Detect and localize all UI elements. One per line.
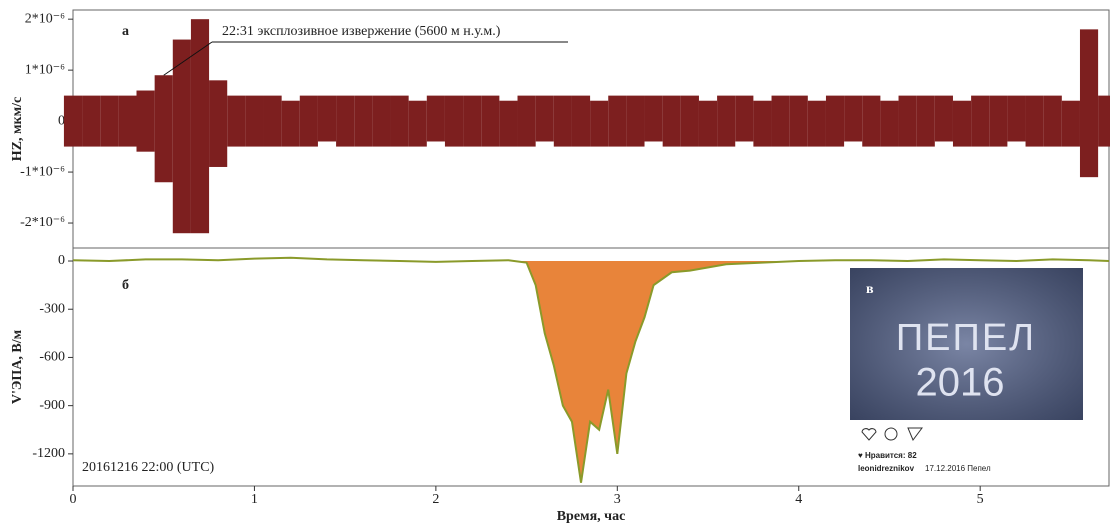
photo-text: ПЕПЕЛ — [896, 317, 1036, 359]
comment-icon — [884, 427, 898, 441]
signal-envelope — [426, 95, 445, 142]
inset-footer — [850, 420, 1083, 480]
user: leonidreznikov — [858, 464, 915, 473]
signal-envelope — [517, 95, 536, 147]
signal-envelope — [608, 95, 627, 147]
signal-envelope — [463, 95, 482, 147]
signal-envelope — [63, 95, 83, 147]
signal-envelope — [662, 95, 681, 147]
x-tick-label: 5 — [977, 492, 984, 507]
y-tick-label: 0 — [58, 253, 65, 268]
signal-envelope — [916, 95, 935, 147]
signal-envelope — [299, 95, 318, 147]
y-tick-label: -600 — [39, 350, 65, 365]
signal-envelope — [535, 95, 554, 142]
dip-fill — [73, 261, 1109, 483]
y-axis-label: V'ЭПА, В/м — [10, 329, 25, 404]
share-icon — [907, 427, 923, 441]
signal-envelope — [1061, 100, 1080, 147]
y-tick-label: -300 — [39, 301, 65, 316]
signal-envelope — [1098, 95, 1110, 147]
inset: в ПЕПЕЛ 2016 ♥ Нравится: 82 leonidreznik… — [850, 268, 1083, 480]
like-icon — [861, 428, 877, 441]
signal-envelope — [571, 95, 591, 147]
signal-envelope — [989, 95, 1008, 147]
signal-envelope — [680, 95, 699, 147]
signal-envelope — [499, 100, 518, 147]
signal-envelope — [372, 95, 391, 147]
signal-envelope — [807, 100, 826, 147]
plot-frame — [72, 247, 1110, 487]
caption: 17.12.2016 Пепел — [925, 464, 991, 473]
signal-envelope — [209, 80, 228, 167]
signal-envelope — [771, 95, 790, 147]
signal-envelope — [263, 95, 282, 147]
signal-envelope — [553, 95, 572, 147]
y-axis-label: HZ, мкм/с — [10, 97, 25, 161]
signal-envelope — [1079, 29, 1099, 178]
signal-envelope — [390, 95, 409, 147]
signal-envelope — [172, 39, 191, 234]
signal-envelope — [626, 95, 645, 147]
annotation: 22:31 эксплозивное извержение (5600 м н.… — [222, 24, 501, 39]
signal-envelope — [100, 95, 119, 147]
y-tick-label: -900 — [39, 398, 65, 413]
y-tick-label: -1*10⁻⁶ — [20, 164, 65, 179]
signal-envelope — [136, 90, 155, 152]
annotation-leader — [163, 41, 213, 76]
panel-label: б — [122, 278, 129, 293]
signal-envelope — [281, 100, 300, 147]
signal-envelope — [825, 95, 845, 147]
signal-envelope — [245, 95, 264, 147]
signal-envelope — [154, 75, 173, 183]
signal-envelope — [753, 100, 772, 147]
signal-envelope — [1007, 95, 1026, 142]
signal-envelope — [444, 95, 464, 147]
signal-envelope — [698, 100, 718, 147]
y-tick-label: 0 — [58, 113, 65, 128]
signal-envelope — [644, 95, 663, 142]
annotation: 20161216 22:00 (UTC) — [82, 460, 215, 475]
signal-envelope — [408, 100, 427, 147]
x-tick-label: 3 — [614, 492, 621, 507]
signal-envelope — [862, 95, 881, 147]
photo-text: 2016 — [916, 361, 1005, 405]
signal-envelope — [880, 100, 899, 147]
signal-envelope — [190, 19, 210, 234]
signal-envelope — [1043, 95, 1062, 147]
signal-envelope — [336, 95, 355, 147]
y-tick-label: -1200 — [32, 446, 65, 461]
signal-envelope — [317, 95, 337, 142]
x-axis-label: Время, час — [557, 509, 626, 524]
signal-envelope — [934, 95, 953, 142]
x-tick-label: 4 — [795, 492, 802, 507]
inset-label: в — [866, 282, 874, 297]
signal-envelope — [82, 95, 101, 147]
signal-envelope — [481, 95, 500, 147]
signal-envelope — [952, 100, 972, 147]
signal-envelope — [844, 95, 863, 142]
series-line — [72, 256, 1110, 483]
signal-envelope — [354, 95, 373, 147]
y-tick-label: 1*10⁻⁶ — [25, 62, 65, 77]
x-tick-label: 2 — [432, 492, 439, 507]
panel-label: а — [122, 24, 129, 39]
signal-envelope — [717, 95, 736, 147]
signal-envelope — [590, 100, 609, 147]
y-tick-label: 2*10⁻⁶ — [25, 11, 65, 26]
signal-envelope — [1025, 95, 1044, 147]
signal-envelope — [789, 95, 808, 147]
y-tick-label: -2*10⁻⁶ — [20, 215, 65, 230]
signal-envelope — [227, 95, 246, 147]
signal-envelope — [971, 95, 990, 147]
inset-photo-shade — [850, 268, 1083, 420]
signal-envelope — [898, 95, 917, 147]
signal-envelope — [118, 95, 137, 147]
likes: ♥ Нравится: 82 — [858, 451, 917, 460]
x-tick-label: 1 — [251, 492, 258, 507]
x-tick-label: 0 — [70, 492, 77, 507]
signal-envelope — [735, 95, 754, 142]
